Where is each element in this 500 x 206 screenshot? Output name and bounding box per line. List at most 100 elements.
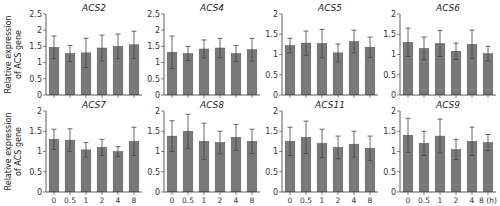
y-tick-label: 0 [37, 91, 42, 100]
error-bar [470, 30, 475, 58]
subplot-title: ACS5 [317, 3, 342, 13]
x-tick [456, 192, 457, 195]
x-tick [54, 192, 55, 195]
marks [285, 29, 375, 95]
y-tick [279, 34, 282, 35]
y-axis [46, 14, 47, 95]
y-tick-label: 0 [155, 91, 160, 100]
error-bar [116, 147, 121, 157]
y-tick-label: 0 [273, 91, 278, 100]
x-tick-label: 0 [52, 196, 57, 205]
subplot-title: ACS6 [435, 3, 460, 13]
y-tick-label: 1 [391, 147, 396, 156]
y-tick [161, 62, 164, 63]
error-bar [352, 131, 357, 157]
x-tick [338, 95, 339, 98]
y-tick-label: 1 [155, 58, 160, 67]
y-tick [161, 192, 164, 193]
error-bar [304, 31, 309, 55]
x-tick [370, 95, 371, 98]
x-tick [118, 95, 119, 98]
y-tick [43, 14, 46, 15]
x-tick [188, 192, 189, 195]
y-tick [279, 171, 282, 172]
x-tick [322, 95, 323, 98]
bar [285, 46, 295, 95]
x-tick [408, 95, 409, 98]
y-tick-label: 1.5 [265, 30, 278, 39]
y-tick [43, 171, 46, 172]
x-tick-label: 0 [288, 196, 293, 205]
y-tick-label: 2 [273, 10, 278, 19]
y-axis-label: Relative expressionof ACS gene [4, 113, 23, 191]
subplot-title: ACS2 [81, 3, 106, 13]
x-tick [86, 192, 87, 195]
y-tick [161, 30, 164, 31]
y-tick [161, 14, 164, 15]
y-tick [279, 54, 282, 55]
x-tick-label: 1 [202, 196, 207, 205]
y-tick-label: 0 [391, 91, 396, 100]
x-tick-label: 0.5 [418, 196, 430, 205]
y-tick-label: 2 [155, 107, 160, 116]
subplot: 00.511.522.5ACS2Relative expressionof AC… [4, 3, 142, 100]
y-tick-label: 0.5 [147, 168, 160, 177]
y-tick-label: 1.5 [265, 127, 278, 136]
subplot: 00.511.522.5ACS4 [147, 3, 260, 100]
x-tick-label: 2 [218, 196, 223, 205]
y-tick-label: 0.5 [29, 168, 42, 177]
y-tick [43, 46, 46, 47]
y-tick [43, 111, 46, 112]
x-tick [424, 95, 425, 98]
x-axis [46, 95, 142, 96]
x-tick [370, 192, 371, 195]
error-bar [250, 38, 255, 61]
error-bar [336, 44, 341, 62]
error-bar [100, 139, 105, 155]
error-bar [84, 38, 89, 67]
y-tick-label: 2 [37, 107, 42, 116]
y-tick-label: 2.5 [29, 10, 42, 19]
x-tick-label: 0 [170, 196, 175, 205]
y-tick-label: 1 [37, 147, 42, 156]
x-tick-label: 0.5 [64, 196, 76, 205]
y-tick [279, 151, 282, 152]
x-tick [70, 95, 71, 98]
x-tick [488, 192, 489, 195]
error-bar [486, 46, 491, 61]
x-tick [102, 192, 103, 195]
x-tick [236, 95, 237, 98]
error-bar [202, 123, 207, 159]
y-tick-label: 1 [37, 58, 42, 67]
marks [285, 121, 375, 192]
y-tick-label: 1.5 [147, 127, 160, 136]
error-bar [250, 129, 255, 153]
y-tick-label: 1.5 [29, 42, 42, 51]
x-tick-label: 2 [336, 196, 341, 205]
y-tick-label: 0.5 [265, 168, 278, 177]
y-tick-label: 0.5 [383, 168, 396, 177]
y-tick-label: 0.5 [265, 71, 278, 80]
y-tick-label: 0.5 [29, 75, 42, 84]
x-tick [134, 192, 135, 195]
error-bar [170, 121, 175, 152]
y-tick [43, 131, 46, 132]
error-bar [320, 129, 325, 157]
error-bar [486, 134, 491, 150]
x-tick [102, 95, 103, 98]
error-bar [234, 124, 239, 150]
y-tick [397, 54, 400, 55]
y-tick-label: 0 [391, 188, 396, 197]
y-tick [43, 95, 46, 96]
subplot-title: ACS4 [199, 3, 224, 13]
error-bar [454, 139, 459, 159]
y-tick [43, 30, 46, 31]
error-bar [132, 127, 137, 155]
x-tick [472, 192, 473, 195]
x-tick-label: 2 [454, 196, 459, 205]
x-tick [252, 95, 253, 98]
y-tick-label: 2.5 [147, 10, 160, 19]
y-tick-label: 1 [273, 147, 278, 156]
marks [49, 31, 139, 95]
subplot: 00.511.52ACS5 [265, 3, 378, 100]
